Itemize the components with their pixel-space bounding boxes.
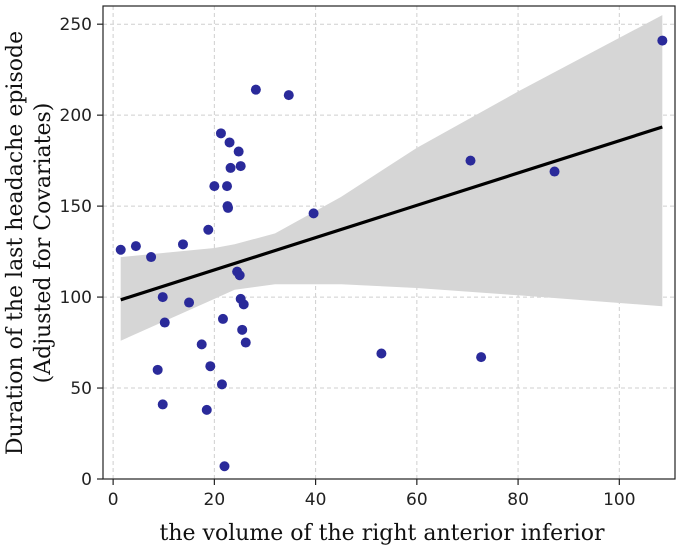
data-point	[217, 313, 228, 324]
data-point	[224, 137, 235, 148]
data-point	[203, 224, 214, 235]
data-point	[237, 324, 248, 335]
data-point	[238, 299, 249, 310]
data-point	[250, 84, 261, 95]
data-point	[219, 461, 230, 472]
x-tick-label: 80	[507, 490, 529, 510]
y-axis-title-line2: (Adjusted for Covariates)	[31, 103, 56, 384]
data-point	[201, 404, 212, 415]
data-point	[308, 208, 319, 219]
data-point	[215, 128, 226, 139]
y-tick-label: 200	[60, 106, 92, 126]
data-point	[240, 337, 251, 348]
data-point	[184, 297, 195, 308]
x-axis-title: the volume of the right anterior inferio…	[160, 521, 605, 546]
data-point	[225, 162, 236, 173]
data-point	[159, 317, 170, 328]
data-point	[196, 339, 207, 350]
y-tick-labels: 0 50 100 150 200 250	[60, 15, 92, 490]
y-tick-label: 150	[60, 197, 92, 217]
x-tick-label: 0	[108, 490, 119, 510]
data-point	[146, 252, 157, 263]
x-tick-label: 40	[305, 490, 327, 510]
regression-line	[120, 125, 663, 302]
x-tick-labels: 0 20 40 60 80 100	[108, 490, 636, 510]
data-point	[157, 399, 168, 410]
data-point	[234, 270, 245, 281]
data-point	[209, 181, 220, 192]
y-axis-title-line1: Duration of the last headache episode	[3, 31, 28, 455]
data-point	[223, 202, 234, 213]
x-tick-label: 100	[603, 490, 635, 510]
data-point	[130, 241, 141, 252]
y-tick-label: 250	[60, 15, 92, 35]
axes-frame	[97, 5, 676, 485]
data-point	[376, 348, 387, 359]
data-point	[152, 364, 163, 375]
y-tick-label: 100	[60, 288, 92, 308]
data-point	[476, 352, 487, 363]
data-point	[222, 181, 233, 192]
data-point	[465, 155, 476, 166]
data-point	[177, 239, 188, 250]
data-points	[115, 35, 668, 472]
data-point	[235, 161, 246, 172]
confidence-band	[120, 15, 663, 341]
data-point	[157, 292, 168, 303]
plot-frame	[102, 5, 676, 480]
data-point	[233, 146, 244, 157]
data-point	[549, 166, 560, 177]
data-point	[283, 90, 294, 101]
data-point	[657, 35, 668, 46]
y-tick-label: 0	[81, 470, 92, 490]
y-tick-label: 50	[70, 379, 92, 399]
data-point	[205, 361, 216, 372]
x-tick-label: 20	[204, 490, 226, 510]
x-tick-label: 60	[406, 490, 428, 510]
data-point	[216, 379, 227, 390]
data-point	[115, 244, 126, 255]
